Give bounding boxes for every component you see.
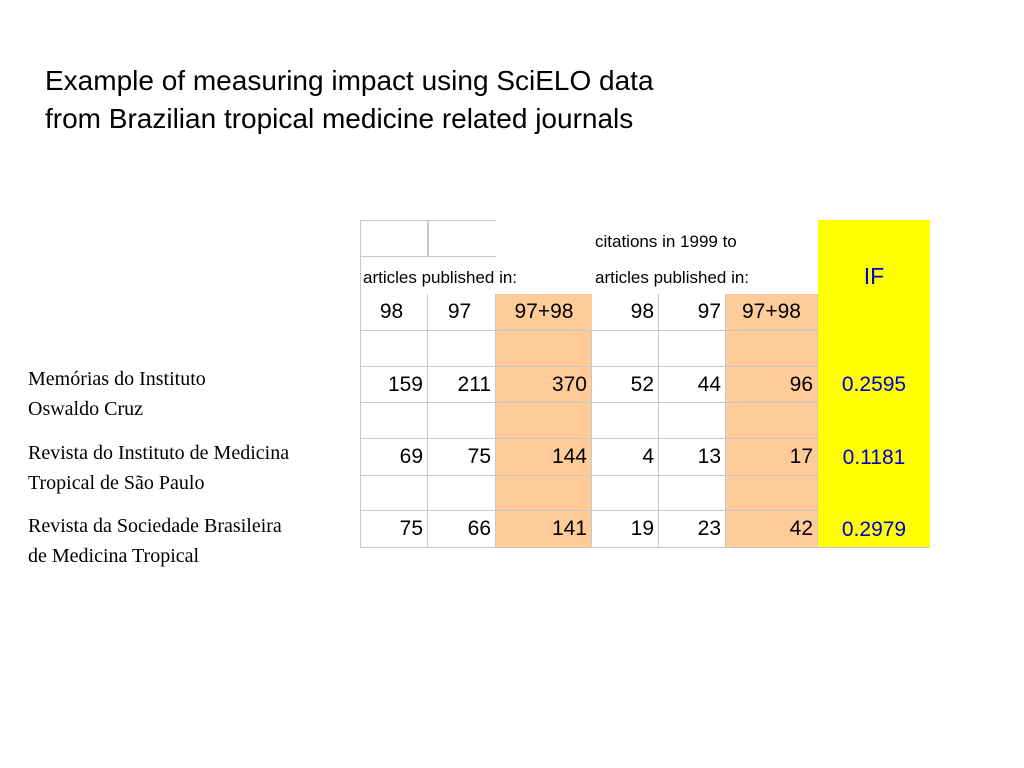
year-label-3: 97+98 (496, 294, 592, 331)
row-1-asum: 370 (496, 367, 592, 403)
journal-1: Memórias do Instituto Oswaldo Cruz (28, 364, 206, 424)
year-label-5: 97 (659, 294, 726, 331)
row-3-c97: 23 (659, 511, 726, 548)
journal-3-line-1: Revista da Sociedade Brasileira (28, 515, 282, 537)
row-1-a97: 211 (428, 367, 496, 403)
if-column-bg (818, 220, 930, 548)
year-label-1: 98 (360, 294, 428, 331)
title-line-2: from Brazilian tropical medicine related… (45, 103, 634, 134)
spacer-cell (496, 476, 592, 511)
spacer-cell (726, 403, 818, 439)
citations-sum-column-bg (726, 294, 818, 548)
row-2-c98: 4 (592, 439, 659, 476)
year-label-4: 98 (592, 294, 659, 331)
spacer-cell (659, 331, 726, 367)
citations-header-line-1: citations in 1999 to (595, 232, 737, 251)
spacer-cell (592, 476, 659, 511)
row-2-c97: 13 (659, 439, 726, 476)
articles-sum-column-bg (496, 294, 592, 548)
spacer-cell (726, 476, 818, 511)
row-3-a98: 75 (360, 511, 428, 548)
row-3-a97: 66 (428, 511, 496, 548)
journal-1-line-1: Memórias do Instituto (28, 368, 206, 390)
journal-3: Revista da Sociedade Brasileira de Medic… (28, 511, 282, 571)
journal-1-line-2: Oswaldo Cruz (28, 398, 143, 420)
row-1-a98: 159 (360, 367, 428, 403)
spacer-cell (659, 476, 726, 511)
spacer-cell (360, 331, 428, 367)
articles-published-header: articles published in: (363, 268, 518, 287)
year-label-6: 97+98 (726, 294, 818, 331)
spacer-cell (496, 331, 592, 367)
header-empty-cell-2 (428, 220, 496, 257)
row-2-impact-factor: 0.1181 (842, 445, 906, 469)
year-label-2: 97 (428, 294, 496, 331)
row-2-csum: 17 (726, 439, 818, 476)
row-1-impact-factor: 0.2595 (841, 373, 907, 396)
spacer-cell (592, 403, 659, 439)
slide-title: Example of measuring impact using SciELO… (45, 62, 945, 138)
if-header: IF (863, 262, 885, 289)
row-3-csum: 42 (726, 511, 818, 548)
spacer-cell (428, 403, 496, 439)
row-1-c97: 44 (659, 367, 726, 403)
row-3-c98: 19 (592, 511, 659, 548)
spacer-cell (428, 331, 496, 367)
row-2-a97: 75 (428, 439, 496, 476)
spacer-cell (592, 331, 659, 367)
journal-2-line-2: Tropical de São Paulo (28, 472, 205, 494)
row-3-asum: 141 (496, 511, 592, 548)
spacer-cell (659, 403, 726, 439)
spacer-cell (726, 331, 818, 367)
row-1-csum: 96 (726, 367, 818, 403)
spacer-cell (496, 403, 592, 439)
row-1-c98: 52 (592, 367, 659, 403)
row-2-asum: 144 (496, 439, 592, 476)
title-line-1: Example of measuring impact using SciELO… (45, 65, 654, 96)
row-2-a98: 69 (360, 439, 428, 476)
journal-2: Revista do Instituto de Medicina Tropica… (28, 438, 289, 498)
journal-3-line-2: de Medicina Tropical (28, 545, 200, 567)
header-empty-cell-1 (360, 220, 428, 257)
row-3-impact-factor: 0.2979 (841, 517, 907, 541)
spacer-cell (360, 403, 428, 439)
spacer-cell (428, 476, 496, 511)
spacer-cell (360, 476, 428, 511)
journal-2-line-1: Revista do Instituto de Medicina (28, 442, 290, 464)
citations-header-line-2: articles published in: (595, 268, 750, 287)
